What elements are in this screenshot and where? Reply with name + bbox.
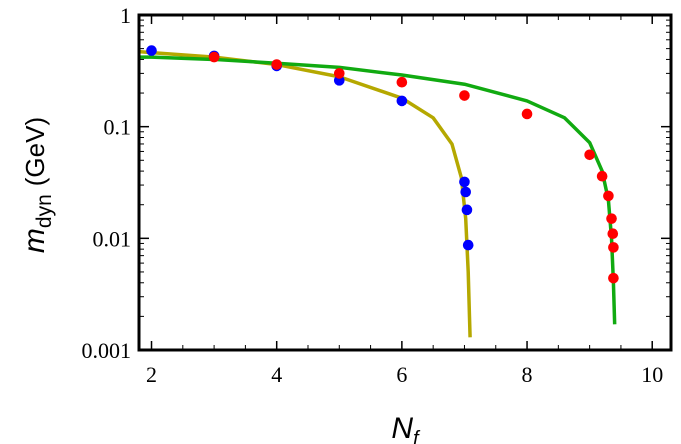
tick-layer: 2 4 6 8 10 0.001 0.01 0.1 1 xyxy=(82,3,671,387)
data-point-0-0 xyxy=(146,45,157,56)
data-point-1-5 xyxy=(521,108,533,120)
y-axis-title: mdyn (GeV) xyxy=(18,117,56,253)
data-point-1-6 xyxy=(584,149,595,161)
series-layer xyxy=(138,45,619,338)
data-point-1-7 xyxy=(596,170,608,182)
plot-frame xyxy=(137,13,673,352)
x-tick-label: 4 xyxy=(271,362,282,387)
y-tick-label: 0.001 xyxy=(82,338,132,363)
x-axis-title-sub: f xyxy=(413,428,421,444)
data-point-1-8 xyxy=(603,190,614,202)
y-axis-title-unit: (GeV) xyxy=(20,117,50,186)
data-point-0-4 xyxy=(396,95,408,107)
x-tick-label: 10 xyxy=(641,362,663,387)
x-tick-label: 8 xyxy=(522,362,533,387)
data-point-1-1 xyxy=(271,59,282,70)
data-point-1-4 xyxy=(459,90,470,101)
x-axis-title: Nf xyxy=(391,412,421,444)
y-axis-title-sub: dyn xyxy=(33,194,56,228)
data-point-1-9 xyxy=(606,213,617,224)
y-tick-label: 0.1 xyxy=(104,115,132,140)
x-tick-label: 6 xyxy=(396,362,407,387)
data-point-1-3 xyxy=(396,76,408,88)
data-point-1-2 xyxy=(333,68,345,79)
y-tick-label: 1 xyxy=(120,3,131,28)
data-point-1-10 xyxy=(607,228,619,240)
y-tick-label: 0.01 xyxy=(93,226,132,251)
data-point-1-11 xyxy=(608,242,619,253)
x-tick-label: 2 xyxy=(146,362,157,387)
data-point-0-6 xyxy=(460,186,472,198)
series-line-0 xyxy=(138,49,472,338)
data-point-1-12 xyxy=(608,272,619,284)
y-axis-title-main: m xyxy=(18,228,51,253)
series-line-1 xyxy=(139,55,617,325)
data-point-0-7 xyxy=(461,204,473,216)
svg-text:mdyn(GeV): mdyn (GeV) xyxy=(18,117,56,253)
data-point-1-0 xyxy=(208,51,220,63)
data-point-0-5 xyxy=(459,176,470,188)
data-point-0-8 xyxy=(462,239,474,251)
x-axis-title-main: N xyxy=(391,412,413,444)
